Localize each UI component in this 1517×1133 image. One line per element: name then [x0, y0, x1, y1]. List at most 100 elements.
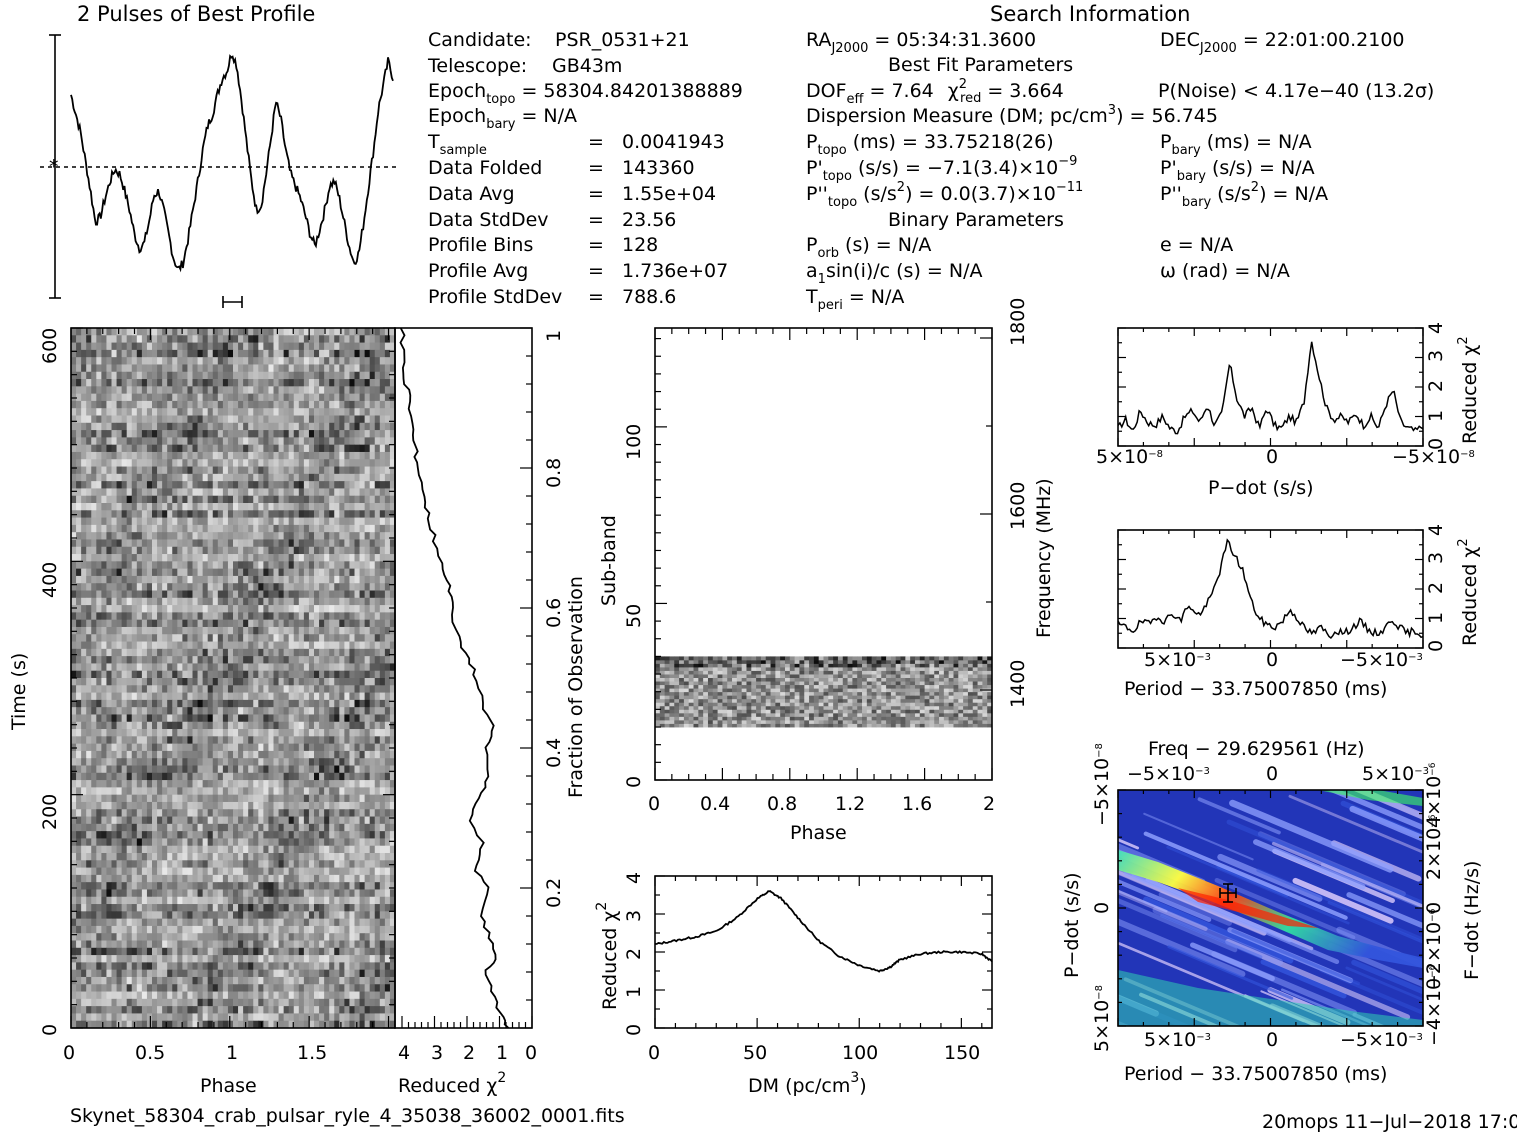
pdot-curve [1117, 341, 1424, 435]
svg-text:Pbary(ms) = N/A: Pbary (ms) = N/A [1160, 131, 1312, 158]
pp-title: Freq − 29.629561 (Hz) [1148, 738, 1365, 760]
pdbary-label: P' [1160, 157, 1177, 179]
pd-ytick-4: 4 [1425, 322, 1447, 334]
epoch-bary-label: Epoch [428, 105, 486, 127]
cf-ytick-2: 0.6 [543, 598, 565, 628]
tp-ytick-3: 600 [39, 328, 61, 364]
pd-xtick-2: −5×10 [1392, 446, 1460, 468]
pdot-panel: 5×10−8 0 −5×10−8 P−dot (s/s) 0 1 2 3 4 R… [1096, 322, 1481, 499]
cf-ylabel: Fraction of Observation [565, 576, 587, 798]
footer-filename: Skynet_58304_crab_pulsar_ryle_4_35038_36… [70, 1105, 625, 1127]
pp-xlabel: Period − 33.75007850 (ms) [1124, 1063, 1387, 1085]
pp-xtick-1: 0 [1266, 1029, 1278, 1051]
profile-curve [70, 54, 394, 273]
profile-panel: * [40, 34, 398, 308]
dm-ytick-0: 0 [623, 1024, 645, 1036]
svg-text:a1sin(i)/c (s) = N/A: a1sin(i)/c (s) = N/A [806, 260, 982, 287]
pe-xtick-1: 0 [1266, 649, 1278, 671]
pp-toptick-1: 0 [1266, 763, 1278, 785]
pddbary-value: (s/s [1217, 183, 1251, 205]
ptopo-sub: topo [817, 143, 846, 158]
pd-ytick-1: 1 [1425, 410, 1447, 422]
sb-xtick-5: 2 [983, 793, 995, 815]
tp-ytick-2: 400 [39, 562, 61, 598]
svg-text:P'topo(s/s) = −7.1(3.4)×10−9: P'topo (s/s) = −7.1(3.4)×10−9 [806, 154, 1077, 184]
bins-eq: = [588, 234, 604, 256]
dm-ytick-3: 3 [623, 910, 645, 922]
time-phase-panel: 0 0.5 1 1.5 Phase 0 200 400 600 Time (s) [8, 327, 396, 1097]
cf-xtick-2: 2 [463, 1042, 475, 1064]
std-value: 23.56 [622, 209, 676, 231]
sb-ytick-0: 0 [623, 776, 645, 788]
ra-label: RA [806, 29, 831, 51]
dm-xlabel: DM (pc/cm [748, 1075, 850, 1097]
cf-xtick-4: 0 [525, 1042, 537, 1064]
pe-ytick-1: 1 [1425, 612, 1447, 624]
dof-sub: eff [847, 92, 865, 107]
svg-text:Dispersion Measure (DM; pc/cm3: Dispersion Measure (DM; pc/cm3) = 56.745 [806, 103, 1218, 127]
candidate-info: Candidate: PSR_0531+21 Telescope: GB43m … [427, 29, 743, 308]
std-label: Data StdDev [428, 209, 549, 231]
svg-text:Epochtopo= 58304.84201388889: Epochtopo = 58304.84201388889 [428, 80, 743, 107]
pd-xlabel: P−dot (s/s) [1208, 477, 1314, 499]
pbary-sub: bary [1171, 143, 1201, 158]
folded-eq: = [588, 157, 604, 179]
pavg-eq: = [588, 260, 604, 282]
binary-title: Binary Parameters [888, 209, 1064, 231]
tsample-label: T [427, 131, 440, 153]
best-fit-title: Best Fit Parameters [888, 54, 1073, 76]
pp-y2tick-2: 0 [1423, 902, 1445, 914]
time-phase-greyscale [71, 328, 396, 1029]
pd-ytick-2: 2 [1425, 380, 1447, 392]
search-title: Search Information [990, 2, 1190, 26]
dec-label: DEC [1160, 29, 1200, 51]
sb-xtick-0: 0 [648, 793, 660, 815]
ptopo-label: P [806, 131, 817, 153]
dm-ylabel: Reduced χ [599, 911, 621, 1010]
tp-ytick-1: 200 [39, 794, 61, 830]
sb-xtick-1: 0.4 [700, 793, 730, 815]
sb-xtick-4: 1.6 [902, 793, 932, 815]
svg-text:P''bary(s/s2) = N/A: P''bary (s/s2) = N/A [1160, 180, 1328, 210]
pdtopo-value: (s/s) = −7.1(3.4)×10 [858, 157, 1058, 179]
period-curve [1117, 538, 1424, 640]
dof-value: = 7.64 [869, 80, 933, 102]
pe-xlabel: Period − 33.75007850 (ms) [1124, 678, 1387, 700]
chi-fraction-curve [399, 327, 510, 1029]
chi-fraction-panel: 4 3 2 1 0 Reduced χ2 0.2 0.4 0.6 0.8 1 F… [394, 327, 587, 1097]
profile-errorbar [222, 296, 243, 308]
profile-title: 2 Pulses of Best Profile [77, 2, 315, 26]
pe-ytick-4: 4 [1425, 524, 1447, 536]
svg-text:RAJ2000= 05:34:31.3600: RAJ2000 = 05:34:31.3600 [806, 29, 1036, 56]
porb-value: (s) = N/A [845, 234, 931, 256]
sb-y2label: Frequency (MHz) [1033, 478, 1055, 638]
pp-ytick-1: 0 [1091, 902, 1113, 914]
pbary-label: P [1160, 131, 1171, 153]
pbary-value: (ms) = N/A [1207, 131, 1312, 153]
dm-sup: 3 [1108, 103, 1116, 118]
svg-text:P'bary(s/s) = N/A: P'bary (s/s) = N/A [1160, 157, 1315, 184]
tsample-eq: = [588, 131, 604, 153]
svg-text:Ptopo(ms) = 33.75218(26): Ptopo (ms) = 33.75218(26) [806, 131, 1054, 158]
sb-y2tick-2: 1800 [1007, 298, 1029, 346]
tp-ytick-0: 0 [39, 1024, 61, 1036]
epoch-bary-value: = N/A [521, 105, 577, 127]
cf-xtick-0: 4 [398, 1042, 410, 1064]
bins-value: 128 [622, 234, 658, 256]
sb-ylabel: Sub-band [598, 515, 620, 606]
pd-ytick-3: 3 [1425, 350, 1447, 362]
dm-ytick-1: 1 [623, 986, 645, 998]
dm-panel: 0 50 100 150 DM (pc/cm3) 0 1 2 3 4 Reduc… [594, 872, 993, 1097]
chi-sub: red [960, 91, 981, 106]
asini-value: sin(i)/c (s) = N/A [826, 260, 983, 282]
pe-xtick-0: 5×10 [1144, 649, 1196, 671]
cf-ytick-3: 0.8 [543, 458, 565, 488]
pe-ylabel: Reduced χ [1459, 547, 1481, 646]
search-info: RAJ2000 = 05:34:31.3600 DECJ2000 = 22:01:0… [805, 29, 1434, 313]
tp-xtick-0: 0 [63, 1042, 75, 1064]
epoch-bary-sub: bary [486, 117, 516, 132]
subband-panel: 0 0.4 0.8 1.2 1.6 2 Phase 0 50 100 Sub-b… [598, 298, 1055, 844]
subband-greyscale [655, 656, 993, 728]
pp-y2tick-0: −4×10 [1423, 978, 1445, 1046]
